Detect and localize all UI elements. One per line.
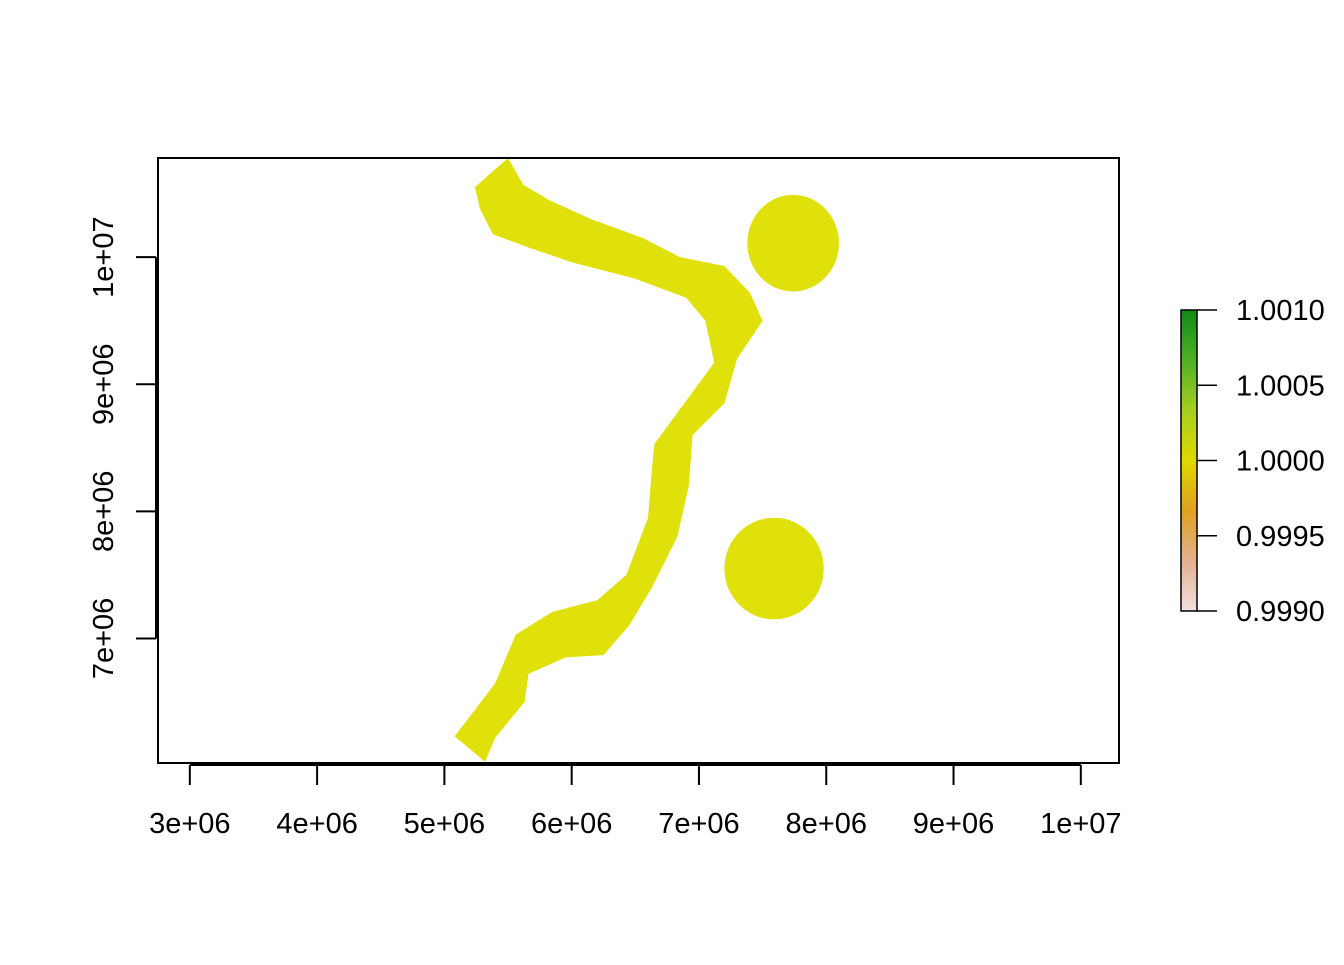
x-tick-label: 6e+06	[531, 808, 612, 840]
legend-tick-label: 1.0000	[1236, 446, 1325, 478]
y-tick-label: 8e+06	[88, 471, 120, 552]
x-tick-label: 7e+06	[658, 808, 739, 840]
y-tick-label: 9e+06	[88, 344, 120, 425]
raster-layer	[454, 158, 839, 762]
y-axis: 7e+06 8e+06 9e+06 1e+07	[88, 216, 157, 679]
legend-color-bar	[1180, 309, 1198, 612]
color-legend: 0.9990 0.9995 1.0000 1.0005 1.0010	[1180, 295, 1325, 628]
y-tick-label: 7e+06	[88, 598, 120, 679]
legend-tick-label: 0.9990	[1236, 596, 1325, 628]
x-tick-label: 1e+07	[1040, 808, 1121, 840]
raster-region-corridor	[454, 158, 763, 762]
legend-ticks: 0.9990 0.9995 1.0000 1.0005 1.0010	[1197, 295, 1325, 628]
x-axis: 3e+06 4e+06 5e+06 6e+06 7e+06 8e+06 9e+06 1e+07	[149, 764, 1122, 840]
raster-region-upper-disk	[747, 194, 839, 292]
x-tick-label: 5e+06	[404, 808, 485, 840]
x-tick-label: 4e+06	[276, 808, 357, 840]
legend-tick-label: 0.9995	[1236, 521, 1325, 553]
x-tick-label: 9e+06	[913, 808, 994, 840]
legend-tick-label: 1.0005	[1236, 370, 1325, 402]
legend-tick-label: 1.0010	[1236, 295, 1325, 327]
raster-region-lower-disk	[724, 517, 824, 620]
x-tick-label: 3e+06	[149, 808, 230, 840]
y-tick-label: 1e+07	[88, 216, 120, 297]
x-tick-label: 8e+06	[786, 808, 867, 840]
plot-frame	[157, 157, 1120, 764]
